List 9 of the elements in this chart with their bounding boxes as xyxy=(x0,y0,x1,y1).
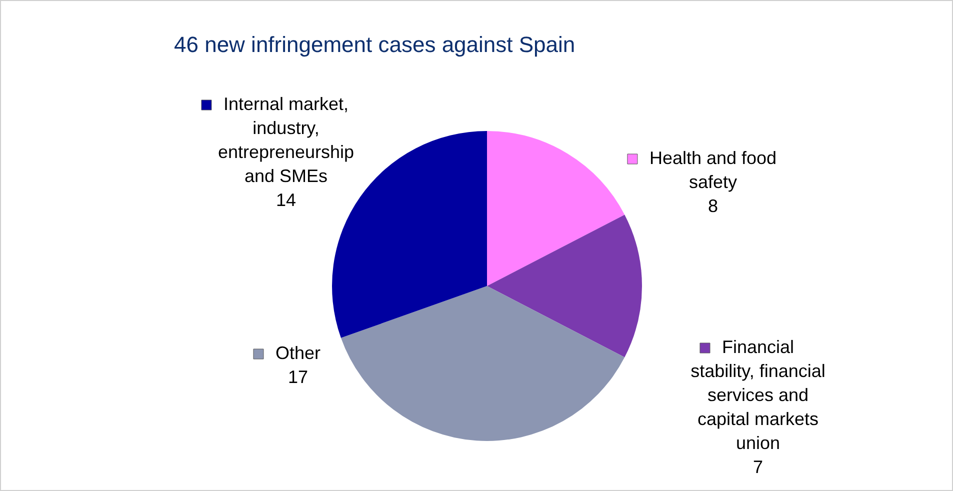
data-label: 8 xyxy=(708,196,718,216)
data-label: 17 xyxy=(288,366,308,387)
legend-label: Other xyxy=(275,342,321,363)
data-label: 7 xyxy=(752,456,764,477)
chart-title: 46 new infringement cases against Spain xyxy=(174,32,576,58)
data-label: 14 xyxy=(276,190,296,210)
legend-label: Health and food safety xyxy=(649,148,777,192)
legend-label: Internal market, industry, entrepreneurship and SMEs xyxy=(218,94,354,186)
legend-label: Financial stability, financial services and capital markets union xyxy=(690,336,826,453)
